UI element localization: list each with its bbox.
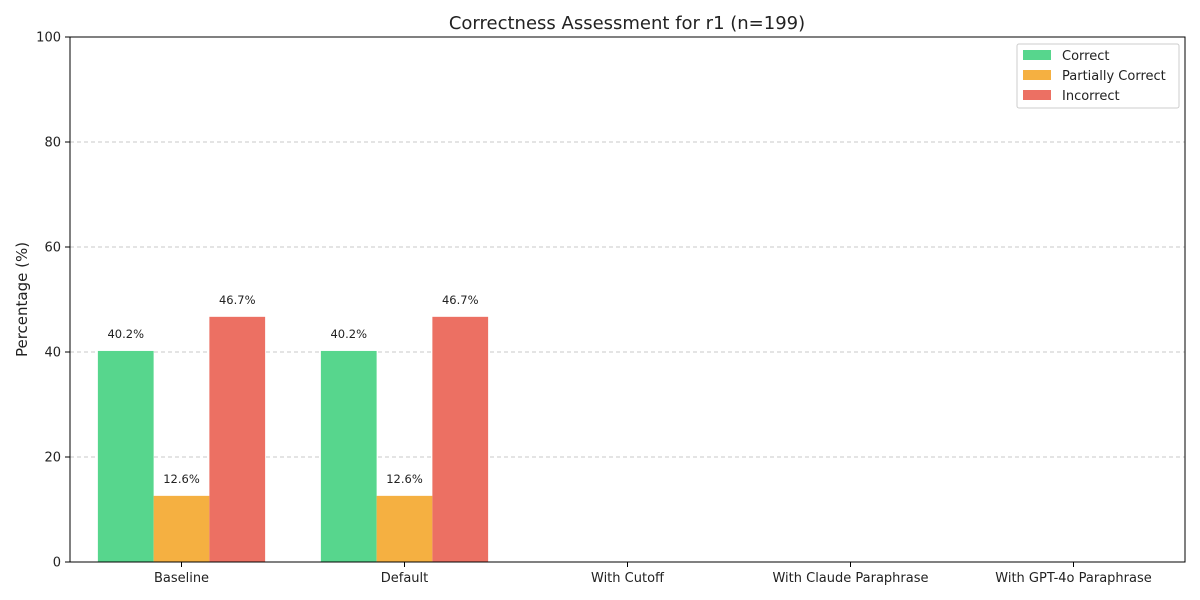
x-tick-label: With Claude Paraphrase [772, 571, 928, 586]
legend-swatch [1023, 50, 1051, 60]
bar-correct [97, 350, 154, 562]
y-tick-label: 80 [44, 136, 61, 151]
data-label: 12.6% [386, 472, 423, 486]
y-tick-label: 0 [53, 556, 61, 571]
legend-swatch [1023, 70, 1051, 80]
bar-partially-correct [376, 495, 433, 562]
y-axis-label: Percentage (%) [13, 242, 31, 357]
bar-incorrect [432, 316, 489, 562]
data-label: 46.7% [219, 293, 256, 307]
x-tick-label: Default [381, 571, 429, 586]
data-labels: 40.2% 12.6% 46.7% 40.2% 12.6% 46.7% [107, 293, 478, 486]
bar-correct [320, 350, 377, 562]
legend: Correct Partially Correct Incorrect [1016, 43, 1180, 109]
x-tick-label: With GPT-4o Paraphrase [995, 571, 1151, 586]
y-tick-label: 60 [44, 241, 61, 256]
chart-title: Correctness Assessment for r1 (n=199) [449, 13, 805, 34]
legend-entry: Partially Correct [1062, 69, 1166, 84]
y-tick-label: 40 [44, 346, 61, 361]
data-label: 46.7% [442, 293, 479, 307]
data-label: 40.2% [330, 327, 367, 341]
bar-partially-correct [153, 495, 210, 562]
x-tick-label: Baseline [154, 571, 209, 586]
x-axis-ticks: Baseline Default With Cutoff With Claude Pa… [154, 562, 1152, 586]
y-tick-label: 100 [36, 31, 61, 46]
y-tick-label: 20 [44, 451, 61, 466]
bar-incorrect [209, 316, 266, 562]
legend-entry: Correct [1062, 49, 1109, 64]
bars [97, 316, 489, 562]
legend-box [1016, 43, 1180, 109]
legend-entry: Incorrect [1062, 89, 1120, 104]
data-label: 12.6% [163, 472, 200, 486]
y-axis-ticks: 0 20 40 60 80 100 [36, 31, 70, 571]
data-label: 40.2% [107, 327, 144, 341]
legend-swatch [1023, 90, 1051, 100]
x-tick-label: With Cutoff [591, 571, 665, 586]
